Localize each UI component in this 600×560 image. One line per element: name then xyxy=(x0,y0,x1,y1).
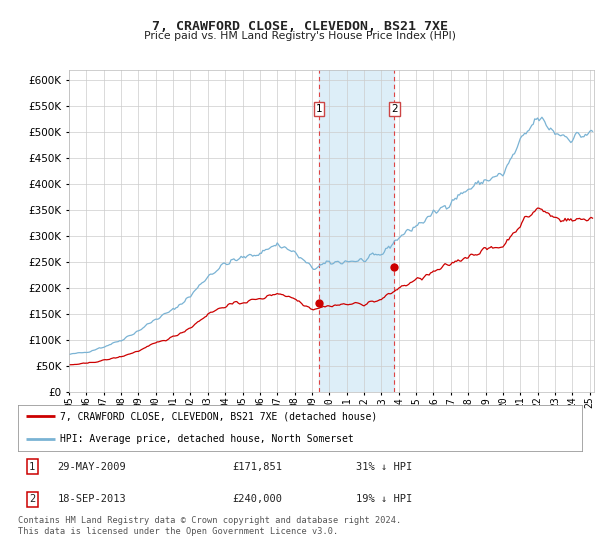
Text: 31% ↓ HPI: 31% ↓ HPI xyxy=(356,461,413,472)
Text: 2: 2 xyxy=(391,104,398,114)
Text: HPI: Average price, detached house, North Somerset: HPI: Average price, detached house, Nort… xyxy=(60,435,354,444)
Text: 29-MAY-2009: 29-MAY-2009 xyxy=(58,461,126,472)
Text: £171,851: £171,851 xyxy=(232,461,283,472)
Text: 19% ↓ HPI: 19% ↓ HPI xyxy=(356,494,413,505)
Text: 7, CRAWFORD CLOSE, CLEVEDON, BS21 7XE (detached house): 7, CRAWFORD CLOSE, CLEVEDON, BS21 7XE (d… xyxy=(60,412,377,421)
Text: 1: 1 xyxy=(316,104,322,114)
Text: Price paid vs. HM Land Registry's House Price Index (HPI): Price paid vs. HM Land Registry's House … xyxy=(144,31,456,41)
Text: 1: 1 xyxy=(29,461,35,472)
Text: 7, CRAWFORD CLOSE, CLEVEDON, BS21 7XE: 7, CRAWFORD CLOSE, CLEVEDON, BS21 7XE xyxy=(152,20,448,32)
Text: 2: 2 xyxy=(29,494,35,505)
Text: £240,000: £240,000 xyxy=(232,494,283,505)
Text: 18-SEP-2013: 18-SEP-2013 xyxy=(58,494,126,505)
Text: Contains HM Land Registry data © Crown copyright and database right 2024.
This d: Contains HM Land Registry data © Crown c… xyxy=(18,516,401,536)
Bar xyxy=(319,70,394,392)
